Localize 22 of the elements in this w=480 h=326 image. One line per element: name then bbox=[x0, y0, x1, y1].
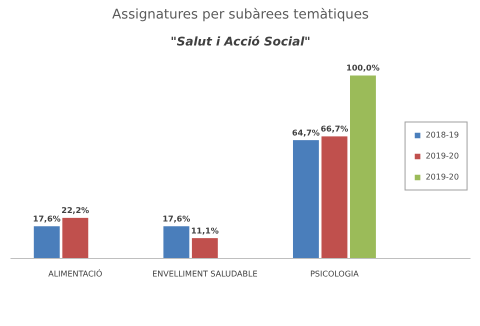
data-label: 64,7% bbox=[292, 128, 320, 138]
legend-label: 2019-20 bbox=[426, 172, 459, 181]
data-label: 66,7% bbox=[320, 124, 348, 134]
x-tick-label: ALIMENTACIÓ bbox=[48, 268, 102, 278]
data-label: 17,6% bbox=[32, 214, 61, 224]
data-label: 11,1% bbox=[190, 226, 219, 236]
bar bbox=[321, 136, 348, 258]
bar bbox=[34, 226, 60, 258]
legend-label: 2019-20 bbox=[426, 151, 459, 160]
x-tick-label: ENVELLIMENT SALUDABLE bbox=[152, 270, 258, 278]
bar bbox=[292, 140, 319, 258]
chart-subtitle: "Salut i Acció Social" bbox=[170, 34, 311, 48]
x-tick-label: PSICOLOGIA bbox=[310, 270, 360, 278]
data-label: 22,2% bbox=[61, 206, 90, 216]
bar bbox=[163, 226, 190, 258]
legend-label: 2018-19 bbox=[426, 130, 459, 139]
bar bbox=[62, 218, 88, 258]
bar bbox=[350, 75, 376, 258]
chart-title: Assignatures per subàrees temàtiques bbox=[112, 8, 369, 22]
bar bbox=[192, 238, 218, 258]
data-label: 100,0% bbox=[346, 64, 380, 73]
data-label: 17,6% bbox=[162, 214, 190, 224]
